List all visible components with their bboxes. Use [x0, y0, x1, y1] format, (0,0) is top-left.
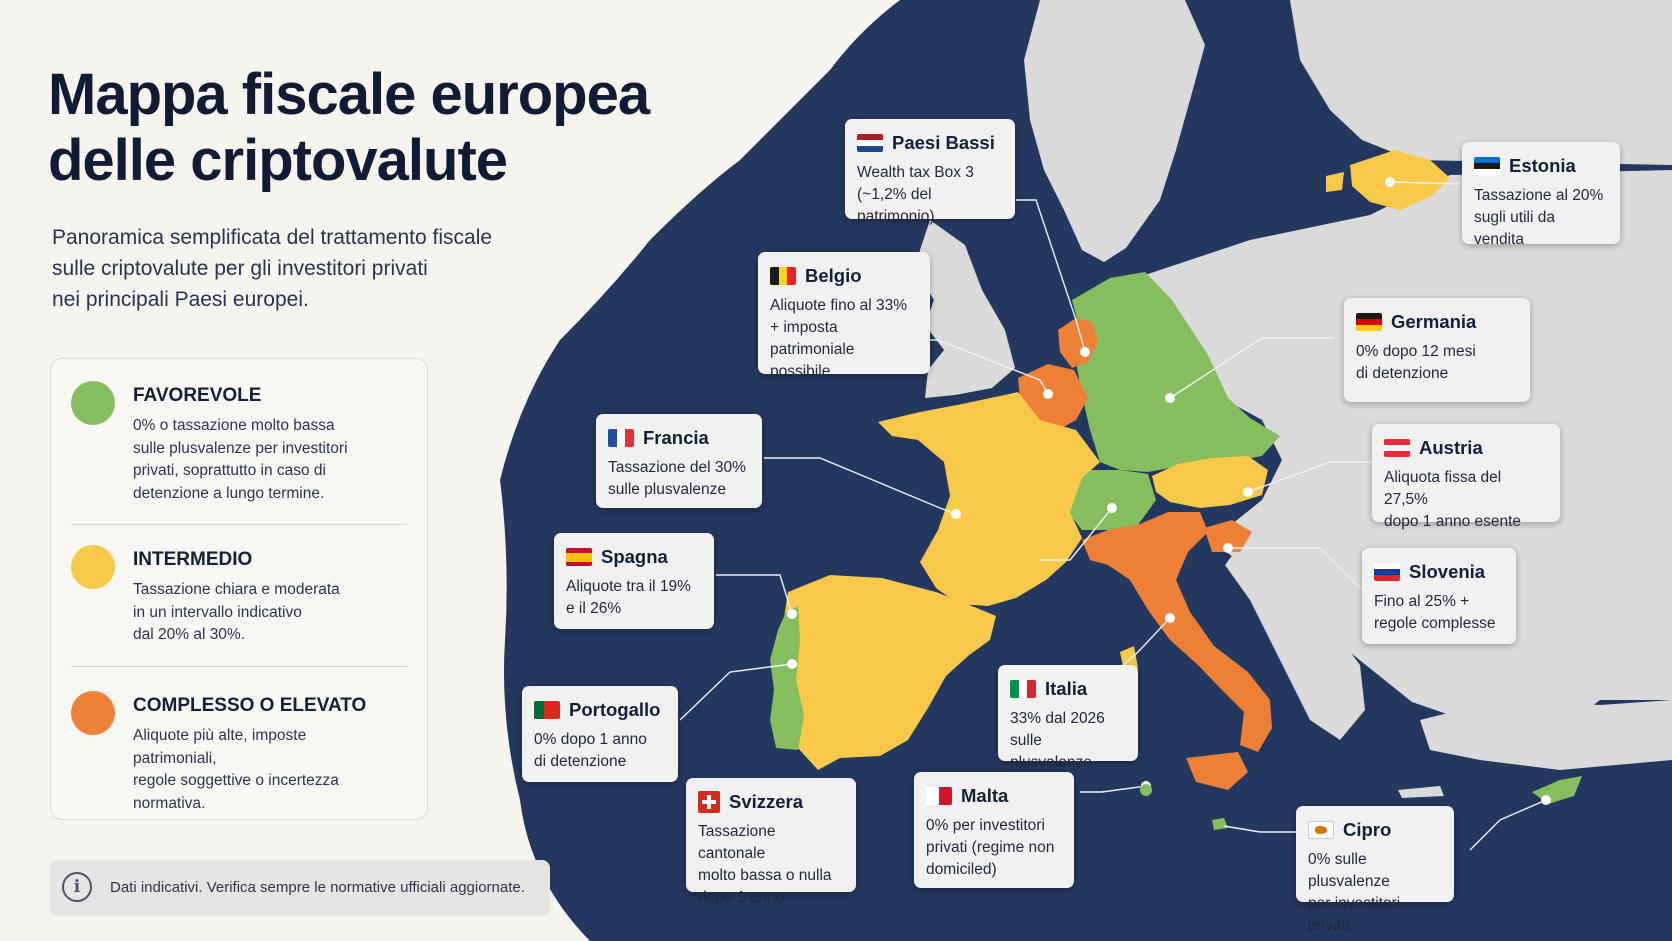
- card-cipro: Cipro 0% sulle plusvalenze per investito…: [1296, 806, 1454, 934]
- card-paesi-bassi: Paesi Bassi Wealth tax Box 3 (~1,2% del …: [845, 119, 1015, 225]
- yellow-dot-icon: [71, 545, 115, 589]
- spain-shape: [778, 575, 996, 770]
- country-tax-description: Aliquota fissa del 27,5% dopo 1 anno ese…: [1384, 469, 1522, 530]
- disclaimer-text: Dati indicativi. Verifica sempre le norm…: [110, 879, 525, 896]
- orange-dot-icon: [71, 691, 115, 735]
- germany-flag-icon: [1356, 313, 1382, 331]
- legend: FAVOREVOLE 0% o tassazione molto bassa s…: [50, 358, 428, 820]
- card-germania: Germania 0% dopo 12 mesi di detenzione: [1344, 298, 1530, 402]
- legend-description: Aliquote più alte, imposte patrimoniali,…: [133, 727, 339, 812]
- card-malta: Malta 0% per investitori privati (regime…: [914, 772, 1074, 888]
- disclaimer: i Dati indicativi. Verifica sempre le no…: [50, 860, 550, 916]
- uk-landmass: [914, 220, 1015, 398]
- italy-flag-icon: [1010, 680, 1036, 698]
- austria-shape: [1152, 456, 1268, 508]
- green-dot-icon: [71, 381, 115, 425]
- country-tax-description: Aliquote fino al 33% + imposta patrimoni…: [770, 297, 908, 380]
- info-icon: i: [62, 872, 92, 902]
- country-tax-description: 33% dal 2026 sulle plusvalenze: [1010, 710, 1105, 771]
- country-name: Estonia: [1509, 155, 1576, 176]
- legend-divider: [71, 524, 407, 525]
- country-name: Italia: [1045, 678, 1088, 699]
- estonia-shape: [1350, 150, 1450, 210]
- turkey-landmass: [1420, 700, 1672, 770]
- germany-shape: [1072, 272, 1280, 472]
- malta-flag-icon: [926, 787, 952, 805]
- france-flag-icon: [608, 429, 634, 447]
- estonia-islands: [1326, 172, 1344, 192]
- balkans-landmass: [1225, 545, 1365, 740]
- country-name: Belgio: [805, 265, 862, 286]
- france-shape: [878, 392, 1100, 606]
- card-slovenia: Slovenia Fino al 25% + regole complesse: [1362, 548, 1516, 644]
- slovenia-shape: [1204, 520, 1252, 552]
- italy-shape: [1082, 512, 1272, 752]
- country-name: Paesi Bassi: [892, 132, 995, 153]
- switzerland-shape: [1068, 470, 1156, 530]
- legend-title: INTERMEDIO: [133, 549, 253, 570]
- greek-islands: [1398, 786, 1444, 798]
- country-name: Slovenia: [1409, 561, 1486, 582]
- legend-title: COMPLESSO O ELEVATO: [133, 695, 367, 716]
- netherlands-flag-icon: [857, 134, 883, 152]
- legend-title: FAVOREVOLE: [133, 385, 262, 406]
- portugal-shape: [770, 606, 804, 750]
- country-name: Portogallo: [569, 699, 661, 720]
- country-name: Malta: [961, 785, 1009, 806]
- card-estonia: Estonia Tassazione al 20% sugli utili da…: [1462, 142, 1620, 248]
- card-belgio: Belgio Aliquote fino al 33% + imposta pa…: [758, 252, 930, 380]
- legend-description: 0% o tassazione molto bassa sulle plusva…: [133, 417, 348, 502]
- card-svizzera: Svizzera Tassazione cantonale molto bass…: [686, 778, 856, 906]
- country-name: Francia: [643, 427, 709, 448]
- country-tax-description: 0% per investitori privati (regime non d…: [926, 817, 1055, 878]
- page-title: Mappa fiscale europea delle criptovalute: [48, 62, 650, 193]
- country-name: Cipro: [1343, 819, 1392, 840]
- card-italia: Italia 33% dal 2026 sulle plusvalenze: [998, 665, 1138, 771]
- legend-description: Tassazione chiara e moderata in un inter…: [133, 581, 340, 643]
- country-tax-description: 0% sulle plusvalenze per investitori pri…: [1308, 851, 1401, 934]
- malta-shape: [1212, 818, 1228, 830]
- country-tax-description: Fino al 25% + regole complesse: [1374, 593, 1496, 632]
- finland-landmass: [1290, 0, 1672, 165]
- legend-divider: [71, 666, 407, 667]
- scandinavia-landmass: [1024, 0, 1205, 262]
- belgium-flag-icon: [770, 267, 796, 285]
- country-tax-description: Aliquote tra il 19% e il 26%: [566, 578, 691, 617]
- malta-marker: [1140, 784, 1152, 796]
- belgium-shape: [1018, 364, 1088, 430]
- country-name: Svizzera: [729, 791, 804, 812]
- country-tax-description: Tassazione cantonale molto bassa o nulla…: [698, 823, 832, 906]
- austria-flag-icon: [1384, 439, 1410, 457]
- country-name: Spagna: [601, 546, 668, 567]
- country-tax-description: Tassazione al 20% sugli utili da vendita: [1474, 187, 1604, 248]
- card-spagna: Spagna Aliquote tra il 19% e il 26%: [554, 533, 714, 629]
- card-portogallo: Portogallo 0% dopo 1 anno di detenzione: [522, 686, 678, 782]
- country-tax-description: Wealth tax Box 3 (~1,2% del patrimonio): [857, 164, 974, 225]
- cyprus-flag-icon: [1308, 821, 1334, 839]
- connector-lines: [679, 181, 1547, 851]
- slovenia-flag-icon: [1374, 563, 1400, 581]
- portugal-flag-icon: [534, 701, 560, 719]
- estonia-flag-icon: [1474, 157, 1500, 175]
- left-panel: Mappa fiscale europea delle criptovalute…: [0, 0, 650, 941]
- sicily-shape: [1186, 752, 1248, 790]
- spain-flag-icon: [566, 548, 592, 566]
- switzerland-flag-icon: [698, 791, 720, 813]
- country-name: Germania: [1391, 311, 1477, 332]
- country-tax-description: Tassazione del 30% sulle plusvalenze: [608, 459, 746, 498]
- country-tax-description: 0% dopo 1 anno di detenzione: [534, 731, 647, 770]
- page-subtitle: Panoramica semplificata del trattamento …: [52, 226, 493, 311]
- country-name: Austria: [1419, 437, 1483, 458]
- card-austria: Austria Aliquota fissa del 27,5% dopo 1 …: [1372, 424, 1560, 530]
- card-francia: Francia Tassazione del 30% sulle plusval…: [596, 414, 762, 508]
- country-tax-description: 0% dopo 12 mesi di detenzione: [1356, 343, 1476, 382]
